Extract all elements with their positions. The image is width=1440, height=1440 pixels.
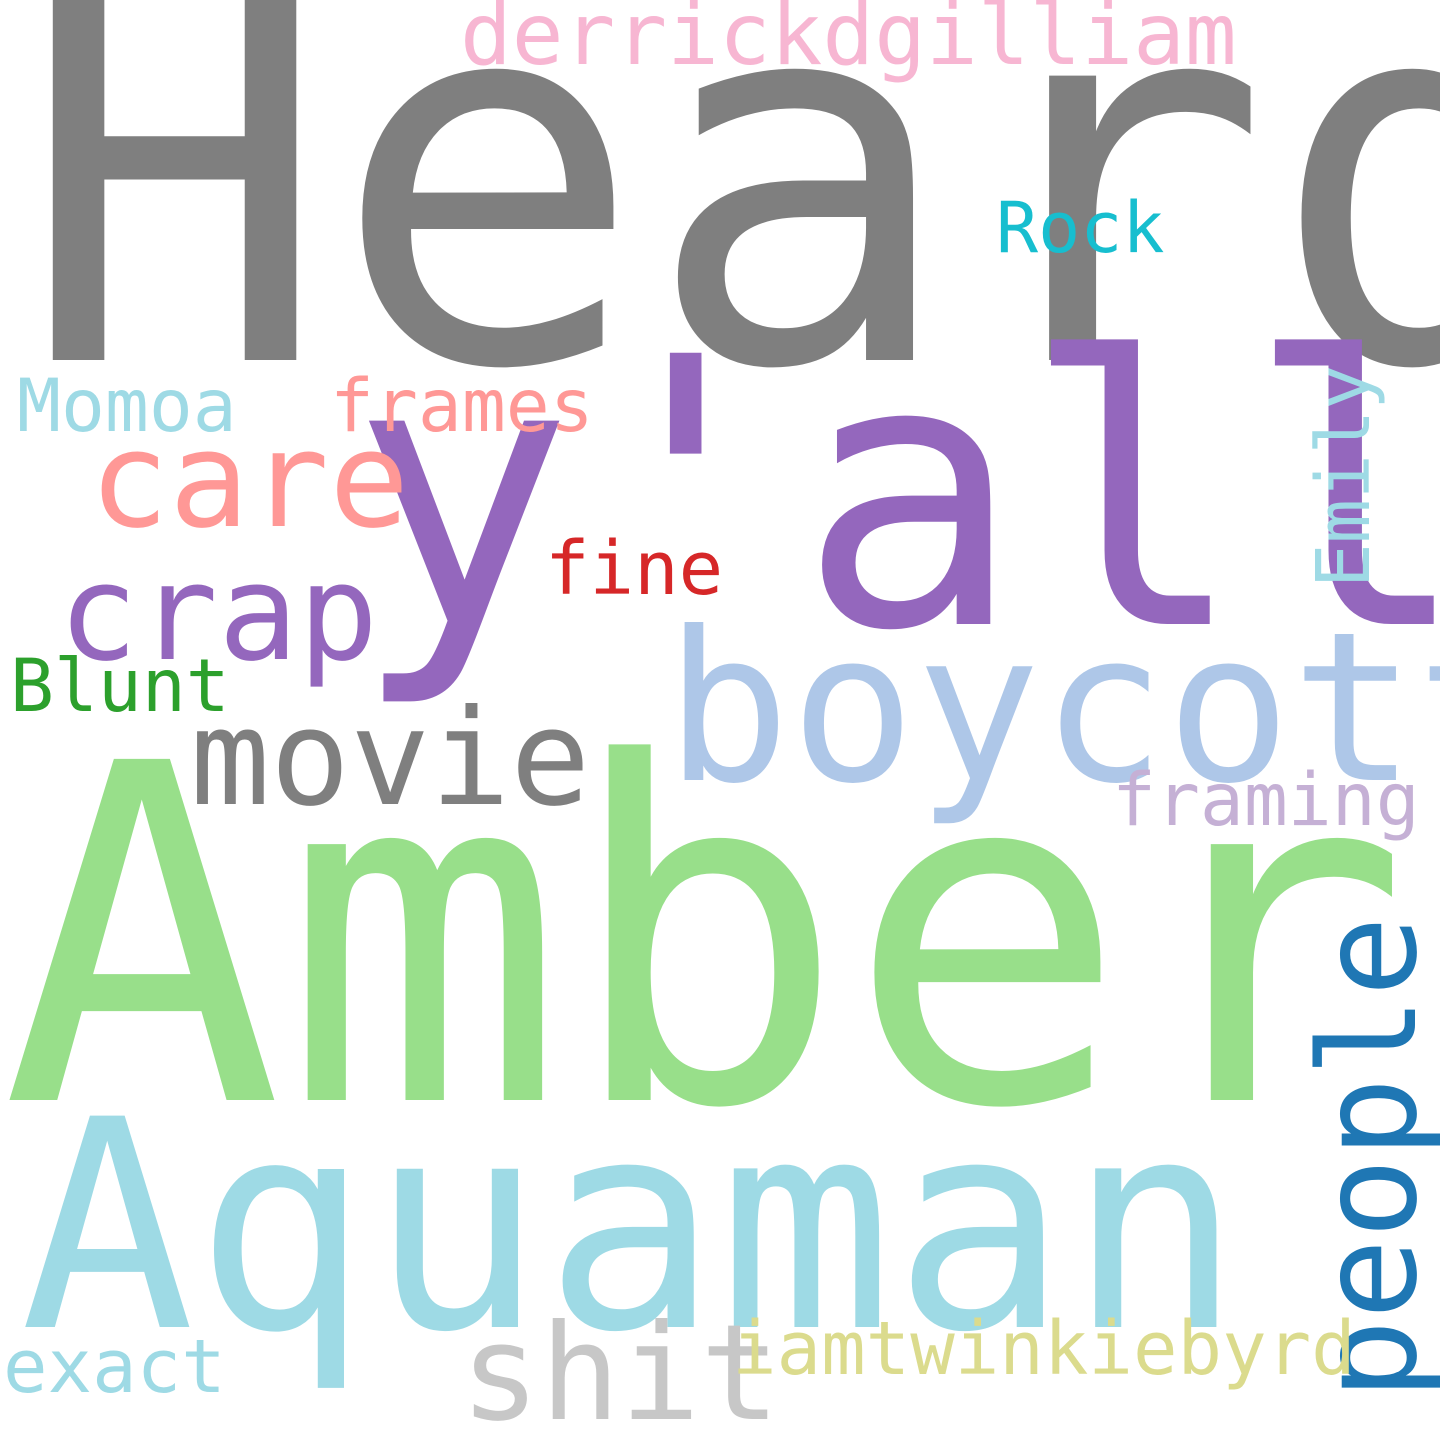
- word-movie: movie: [190, 682, 591, 836]
- word-derrickdgilliam: derrickdgilliam: [460, 0, 1237, 85]
- word-aquaman: Aquaman: [20, 1059, 1243, 1396]
- word-shit: shit: [460, 1297, 781, 1440]
- word-framing: framing: [1112, 758, 1420, 843]
- word-blunt: Blunt: [10, 644, 230, 729]
- word-amber: Amber: [1, 667, 1410, 1211]
- word-momoa: Momoa: [17, 364, 237, 449]
- word-iamtwinkiebyrd: iamtwinkiebyrd: [732, 1306, 1356, 1392]
- word-boycott: boycott: [665, 588, 1440, 830]
- word-yall: y'all: [350, 279, 1440, 712]
- word-exact: exact: [3, 1324, 226, 1410]
- word-fine: fine: [545, 526, 724, 612]
- word-frames: frames: [330, 364, 594, 449]
- word-crap: crap: [58, 537, 379, 691]
- word-heard: Heard: [18, 0, 1440, 483]
- word-emily: Emily: [1301, 365, 1387, 588]
- word-rock: Rock: [996, 187, 1165, 269]
- word-care: care: [89, 404, 410, 558]
